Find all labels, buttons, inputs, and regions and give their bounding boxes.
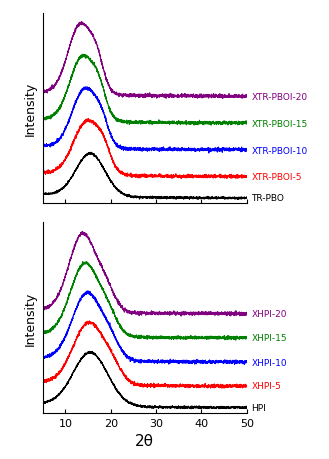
Text: XHPI-10: XHPI-10: [251, 358, 287, 367]
Text: HPI: HPI: [251, 403, 266, 412]
Text: XHPI-20: XHPI-20: [251, 309, 287, 318]
X-axis label: 2θ: 2θ: [135, 433, 154, 448]
Text: XTR-PBOI-10: XTR-PBOI-10: [251, 146, 308, 155]
Text: XHPI-5: XHPI-5: [251, 381, 281, 390]
Y-axis label: Intensity: Intensity: [24, 82, 37, 136]
Text: XTR-PBOI-5: XTR-PBOI-5: [251, 173, 302, 182]
Text: XTR-PBOI-20: XTR-PBOI-20: [251, 93, 307, 102]
Text: XTR-PBOI-15: XTR-PBOI-15: [251, 120, 308, 129]
Text: XHPI-15: XHPI-15: [251, 333, 287, 342]
Text: TR-PBO: TR-PBO: [251, 194, 284, 203]
Y-axis label: Intensity: Intensity: [24, 291, 37, 345]
